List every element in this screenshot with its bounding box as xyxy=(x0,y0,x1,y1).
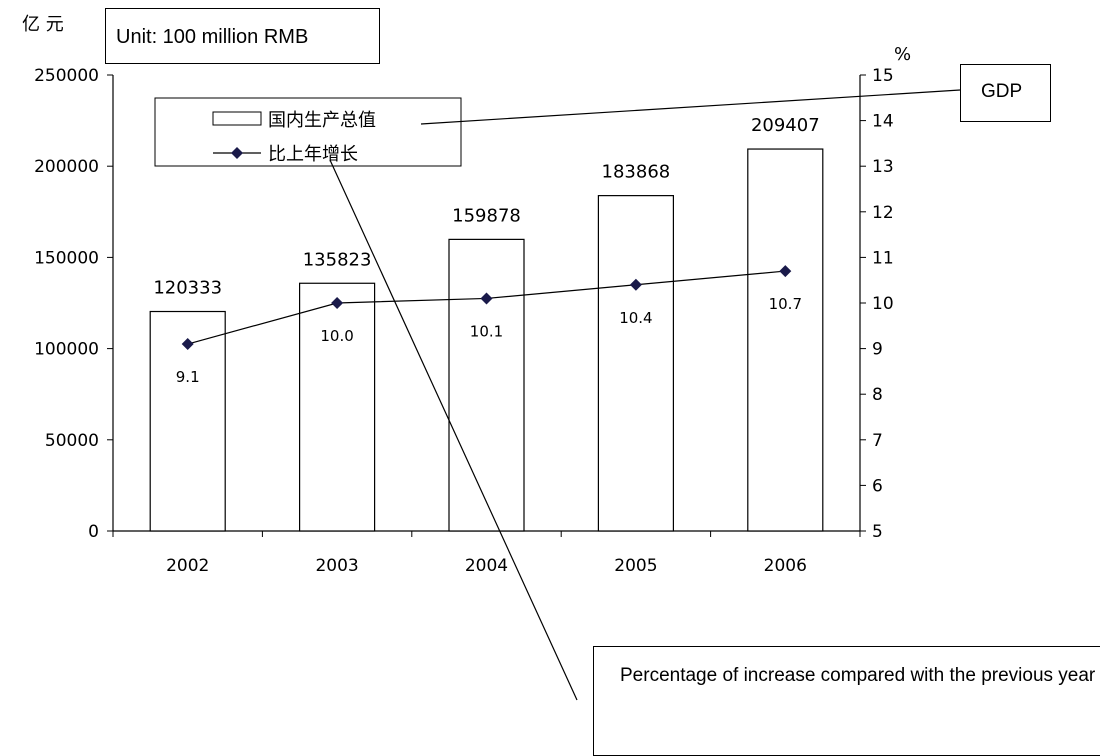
line-series: 9.1 10.0 10.1 10.4 10.7 xyxy=(176,265,802,386)
y-left-tick-label: 0 xyxy=(88,522,99,542)
gdp-bar xyxy=(299,282,376,532)
y-left-tick-label: 200000 xyxy=(34,157,99,177)
pct-increase-annotation: Percentage of increase compared with the… xyxy=(593,646,1100,756)
y-right-tick-label: 7 xyxy=(872,431,883,451)
growth-point xyxy=(331,297,344,309)
y-right-tick-label: 6 xyxy=(872,476,883,496)
callout-line-gdp xyxy=(420,89,961,125)
growth-point-label: 10.7 xyxy=(769,295,802,313)
x-tick-label: 2003 xyxy=(315,556,358,576)
gdp-bar-label: 159878 xyxy=(452,205,521,226)
y-right-tick-label: 9 xyxy=(872,340,883,360)
y-right-tick-label: 13 xyxy=(872,157,894,177)
unit-label-cn: 亿 元 xyxy=(22,14,64,35)
growth-point xyxy=(181,338,194,351)
legend-bar-swatch xyxy=(212,111,262,126)
gdp-bar-label: 209407 xyxy=(751,115,820,136)
callout-line-growth xyxy=(329,159,578,701)
gdp-bar xyxy=(597,195,675,532)
x-tick-label: 2006 xyxy=(764,556,807,576)
x-tick-label: 2005 xyxy=(614,556,657,576)
y-left-tick-label: 50000 xyxy=(45,431,99,451)
y-right-tick-label: 15 xyxy=(872,66,894,86)
growth-point-label: 10.0 xyxy=(320,327,353,345)
gdp-annotation: GDP xyxy=(960,64,1051,122)
unit-annotation: Unit: 100 million RMB xyxy=(105,8,380,64)
y-right-tick-label: 14 xyxy=(872,112,894,132)
growth-point xyxy=(629,278,642,291)
growth-point xyxy=(779,265,792,278)
y-right-tick-label: 10 xyxy=(872,294,894,314)
x-tick-label: 2002 xyxy=(166,556,209,576)
legend-diamond-marker xyxy=(231,147,243,159)
y-left-tick-label: 100000 xyxy=(34,340,99,360)
percent-unit-label: % xyxy=(894,44,911,65)
legend: 国内生产总值 比上年增长 xyxy=(154,97,462,167)
y-right-tick-label: 5 xyxy=(872,522,883,542)
growth-point xyxy=(480,292,493,305)
y-right-tick-label: 12 xyxy=(872,203,894,223)
gdp-bar xyxy=(747,148,824,532)
gdp-bar xyxy=(448,238,525,532)
legend-frame xyxy=(154,97,462,167)
gdp-bar-label: 120333 xyxy=(153,278,222,299)
callout-lines xyxy=(329,89,961,701)
y-right-tick-label: 8 xyxy=(872,385,883,405)
legend-label-gdp: 国内生产总值 xyxy=(268,110,376,131)
growth-point-label: 10.4 xyxy=(619,309,652,327)
gdp-bar-label: 135823 xyxy=(303,249,372,270)
x-tick-label: 2004 xyxy=(465,556,508,576)
gdp-bar-label: 183868 xyxy=(602,162,671,183)
growth-point-label: 9.1 xyxy=(176,368,200,386)
legend-label-growth: 比上年增长 xyxy=(268,144,358,165)
growth-point-label: 10.1 xyxy=(470,322,503,340)
bar-series: 120333 135823 159878 183868 209407 xyxy=(149,115,824,532)
y-left-tick-label: 250000 xyxy=(34,66,99,86)
chart-axes: 0 50000 100000 150000 200000 250000 5 6 7 8 9 10 11 1… xyxy=(34,66,894,576)
y-left-tick-label: 150000 xyxy=(34,248,99,268)
y-right-tick-label: 11 xyxy=(872,248,894,268)
